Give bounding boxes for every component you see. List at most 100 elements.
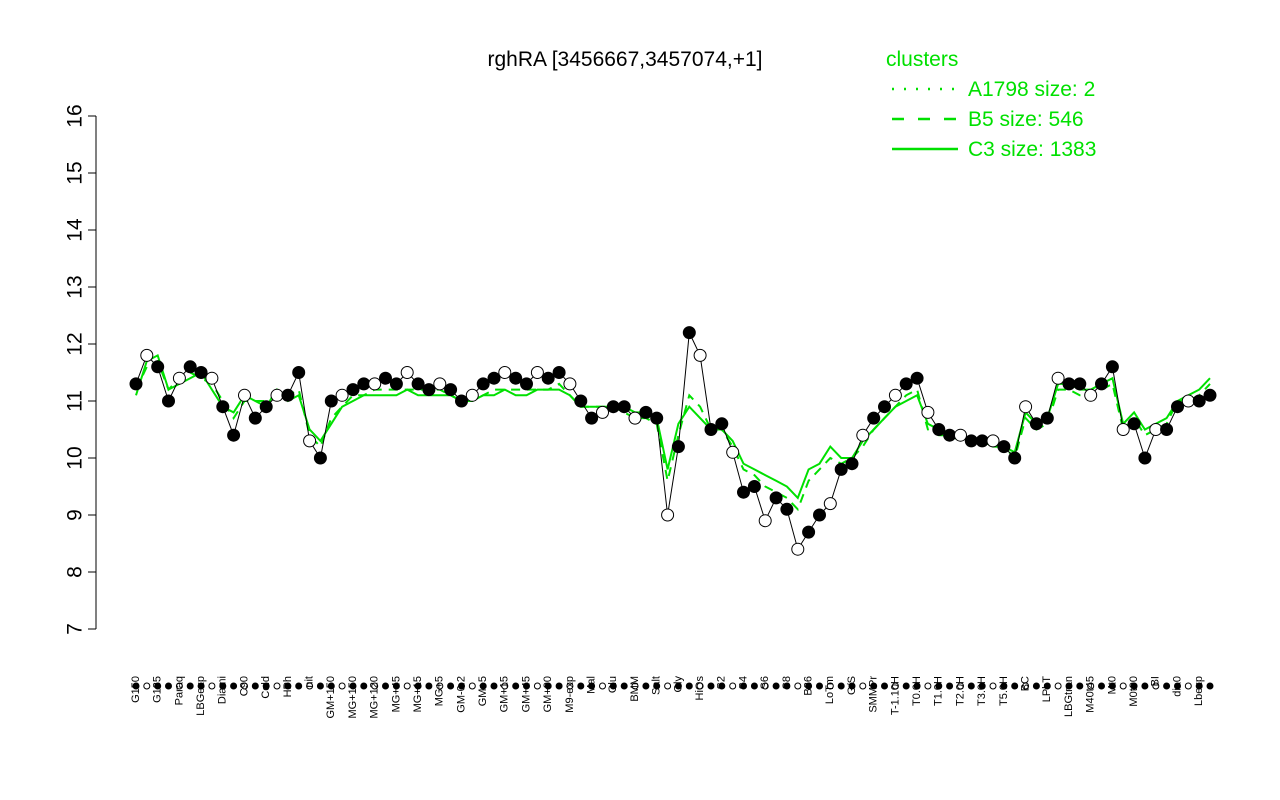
x-rug-marker [219,682,227,690]
x-rug-marker [230,682,238,690]
data-point [726,445,740,459]
x-rug-marker [967,682,975,690]
y-tick-label: 16 [64,104,87,127]
data-point [455,394,468,408]
x-tick-label: GM+90 [542,676,554,712]
x-tick-label: nit [304,676,316,688]
x-rug-marker [891,682,899,690]
x-tick-label: BMM [629,676,641,702]
x-tick-label: Salt [651,676,663,695]
y-tick-label: 11 [64,390,87,412]
x-rug-marker [935,682,943,690]
x-tick-label: G135 [152,676,164,703]
x-rug-marker [1011,682,1019,690]
x-tick-label: Lbexp [1193,676,1205,706]
x-rug-marker [154,682,162,690]
x-rug-marker [826,682,834,690]
x-rug-marker [1032,682,1040,690]
x-rug-marker [718,682,726,690]
x-rug-marker [685,682,693,690]
x-rug-marker [588,682,596,690]
series-line [135,330,1211,551]
data-point [1149,423,1163,436]
x-rug-marker [772,682,780,690]
data-point [1095,377,1108,391]
x-rug-marker [1152,682,1160,690]
x-rug-marker [902,682,910,690]
x-rug-marker [316,682,324,690]
data-point [802,525,816,539]
x-rug-marker [241,682,248,690]
legend-title: clusters [886,48,958,71]
x-tick-label: T1.0H [933,676,945,706]
x-rug-marker [978,682,986,690]
x-rug-marker [1087,682,1095,690]
data-point [498,366,512,379]
data-point [313,451,327,465]
x-rug-marker [957,682,964,690]
x-tick-label: G/S [846,676,858,695]
x-rug-marker [295,682,303,690]
x-tick-label: LoTm [824,676,836,704]
x-tick-label: SMMPr [868,676,880,713]
data-point [671,440,685,454]
x-rug-marker [729,682,737,690]
data-point [1062,377,1076,391]
x-rug-marker [360,682,368,690]
data-point [617,400,631,414]
x-rug-marker [1054,682,1062,690]
data-point [715,417,729,431]
data-point [888,388,902,402]
x-tick-label: LBGtran [1063,676,1075,717]
y-tick-label: 13 [64,275,87,298]
x-rug-marker [1206,682,1214,690]
data-point [205,371,219,385]
x-tick-label: Gly [672,676,684,693]
data-point [769,491,783,505]
data-point [259,400,273,414]
data-point [444,383,458,397]
data-point [921,405,935,419]
x-tick-label: GM-0.2 [455,676,467,713]
x-rug-marker [577,682,585,690]
x-rug-marker [1043,682,1051,690]
x-rug-marker [1195,682,1203,690]
x-tick-label: GM+150 [325,676,337,719]
data-point [585,411,599,425]
y-tick-label: 15 [64,161,87,184]
data-point [975,434,989,448]
x-rug-marker [794,682,802,690]
x-tick-label: T5.0H [998,676,1010,706]
data-point [758,514,772,528]
data-point [606,400,620,414]
x-tick-label: MG+120 [369,676,381,719]
data-point [1181,394,1195,408]
x-rug-marker [512,682,520,690]
x-rug-marker [870,682,878,690]
data-point [986,434,1000,448]
data-point [400,366,414,379]
data-point [574,394,588,408]
x-rug-marker [1098,682,1105,690]
x-rug-marker [859,682,867,690]
x-rug-marker [620,682,628,690]
x-tick-label: Diami [217,676,229,704]
x-rug-marker [544,682,552,690]
data-point [596,405,609,419]
x-rug-marker [143,682,151,690]
data-point [151,360,165,374]
data-point [520,377,533,391]
x-rug-marker [458,682,465,690]
x-tick-label: T2.0H [954,676,966,706]
data-point [183,360,197,374]
data-point [1105,360,1119,374]
x-rug-marker [696,682,704,690]
x-tick-label: HiOs [694,676,706,701]
data-point [628,411,642,425]
data-point [140,348,154,362]
data-point [563,377,577,391]
x-rug-marker [447,682,455,690]
x-tick-label: MG+45 [390,676,402,712]
x-rug-marker [555,682,563,690]
data-point [737,485,750,499]
